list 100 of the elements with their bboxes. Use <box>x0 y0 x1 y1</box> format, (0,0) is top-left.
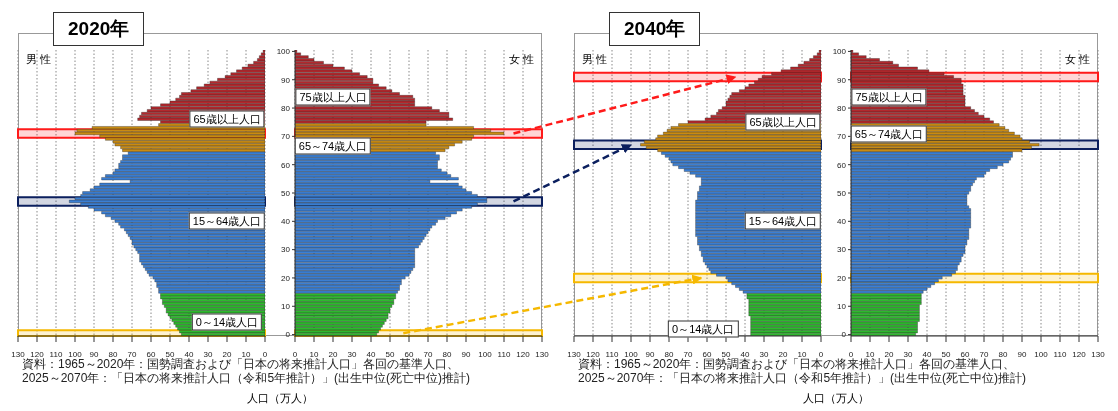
x-tick-label: 110 <box>497 349 511 359</box>
y-tick-label: 50 <box>837 188 847 198</box>
annotation: 65～74歳人口 <box>850 125 928 143</box>
text: 女 性 <box>508 52 534 67</box>
annotation: 65歳以上人口 <box>189 110 265 128</box>
x-tick-label: 0 <box>262 349 268 359</box>
x-tick-label: 0 <box>818 349 824 359</box>
x-tick-label: 50 <box>165 349 175 359</box>
x-tick-label: 70 <box>127 349 137 359</box>
text: 資料：1965～2020年：国勢調査および「日本の将来推計人口」各回の基準人口、 <box>578 357 1016 371</box>
x-tick-label: 60 <box>702 349 712 359</box>
x-tick-label: 120 <box>516 349 531 359</box>
y-tick-label: 40 <box>837 217 847 227</box>
annotation: 0～14歳人口 <box>668 320 739 338</box>
x-tick-label: 60 <box>146 349 156 359</box>
x-tick-label: 40 <box>366 349 376 359</box>
x-tick-label: 10 <box>309 349 319 359</box>
x-axis-title: 人口（万人） <box>803 392 869 405</box>
y-tick-label: 80 <box>281 103 291 113</box>
y-tick-label: 30 <box>837 245 847 255</box>
y-tick-label: 100 <box>832 47 847 57</box>
x-tick-label: 100 <box>478 349 493 359</box>
y-tick-label: 80 <box>837 103 847 113</box>
x-tick-label: 30 <box>759 349 769 359</box>
x-tick-label: 10 <box>241 349 251 359</box>
chart-title: 2040年 <box>609 12 701 46</box>
annotation: 15～64歳人口 <box>188 212 266 230</box>
x-tick-label: 10 <box>797 349 807 359</box>
text: 男 性 <box>26 52 52 67</box>
x-tick-label: 130 <box>11 349 26 359</box>
x-tick-label: 60 <box>960 349 970 359</box>
x-tick-label: 50 <box>721 349 731 359</box>
text: 2025～2070年：「日本の将来推計人口（令和5年推計）」(出生中位(死亡中位)推計) <box>578 371 1027 385</box>
x-tick-label: 120 <box>30 349 45 359</box>
y-tick-label: 0 <box>841 330 847 340</box>
text: 男 性 <box>582 52 608 67</box>
x-tick-label: 120 <box>1072 349 1087 359</box>
x-tick-label: 60 <box>404 349 414 359</box>
x-tick-label: 40 <box>184 349 194 359</box>
x-tick-label: 70 <box>683 349 693 359</box>
x-tick-label: 90 <box>89 349 99 359</box>
annotation: 65～74歳人口 <box>294 137 372 155</box>
chart-title: 2020年 <box>53 12 145 46</box>
x-tick-label: 20 <box>222 349 232 359</box>
x-tick-label: 70 <box>979 349 989 359</box>
y-tick-label: 20 <box>837 273 847 283</box>
x-tick-label: 70 <box>423 349 433 359</box>
y-tick-label: 100 <box>276 47 291 57</box>
x-tick-label: 120 <box>586 349 601 359</box>
x-tick-label: 50 <box>941 349 951 359</box>
x-tick-label: 10 <box>865 349 875 359</box>
y-tick-label: 70 <box>281 132 291 142</box>
y-tick-label: 90 <box>837 75 847 85</box>
y-tick-label: 60 <box>837 160 847 170</box>
x-tick-label: 80 <box>442 349 452 359</box>
x-tick-label: 30 <box>903 349 913 359</box>
x-tick-label: 130 <box>535 349 550 359</box>
x-tick-label: 110 <box>1053 349 1067 359</box>
x-tick-label: 100 <box>1034 349 1049 359</box>
x-tick-label: 40 <box>740 349 750 359</box>
x-tick-label: 110 <box>49 349 63 359</box>
x-tick-label: 110 <box>605 349 619 359</box>
y-tick-label: 40 <box>281 217 291 227</box>
y-tick-label: 10 <box>837 302 847 312</box>
x-axis-title: 人口（万人） <box>247 392 313 405</box>
x-tick-label: 90 <box>1017 349 1027 359</box>
x-tick-label: 100 <box>68 349 83 359</box>
x-tick-label: 80 <box>998 349 1008 359</box>
x-tick-label: 90 <box>461 349 471 359</box>
x-tick-label: 100 <box>624 349 639 359</box>
y-tick-label: 90 <box>281 75 291 85</box>
y-tick-label: 0 <box>285 330 291 340</box>
x-tick-label: 20 <box>778 349 788 359</box>
annotation: 65歳以上人口 <box>745 113 821 131</box>
annotation: 15～64歳人口 <box>744 212 822 230</box>
x-tick-label: 90 <box>645 349 655 359</box>
y-tick-label: 50 <box>281 188 291 198</box>
text: 女 性 <box>1064 52 1090 67</box>
x-tick-label: 50 <box>385 349 395 359</box>
y-tick-label: 20 <box>281 273 291 283</box>
y-tick-label: 10 <box>281 302 291 312</box>
x-tick-label: 80 <box>108 349 118 359</box>
x-tick-label: 20 <box>328 349 338 359</box>
x-tick-label: 30 <box>347 349 357 359</box>
x-tick-label: 0 <box>848 349 854 359</box>
y-tick-label: 60 <box>281 160 291 170</box>
x-tick-label: 40 <box>922 349 932 359</box>
text: 資料：1965～2020年：国勢調査および「日本の将来推計人口」各回の基準人口、 <box>22 357 460 371</box>
y-tick-label: 30 <box>281 245 291 255</box>
x-tick-label: 20 <box>884 349 894 359</box>
x-tick-label: 0 <box>292 349 298 359</box>
annotation: 75歳以上人口 <box>295 88 371 106</box>
annotation: 75歳以上人口 <box>851 88 927 106</box>
text: 2025～2070年：「日本の将来推計人口（令和5年推計）」(出生中位(死亡中位)推計) <box>22 371 471 385</box>
x-tick-label: 130 <box>567 349 582 359</box>
x-tick-label: 130 <box>1091 349 1106 359</box>
x-tick-label: 30 <box>203 349 213 359</box>
x-tick-label: 80 <box>664 349 674 359</box>
annotation: 0～14歳人口 <box>191 313 263 331</box>
y-tick-label: 70 <box>837 132 847 142</box>
